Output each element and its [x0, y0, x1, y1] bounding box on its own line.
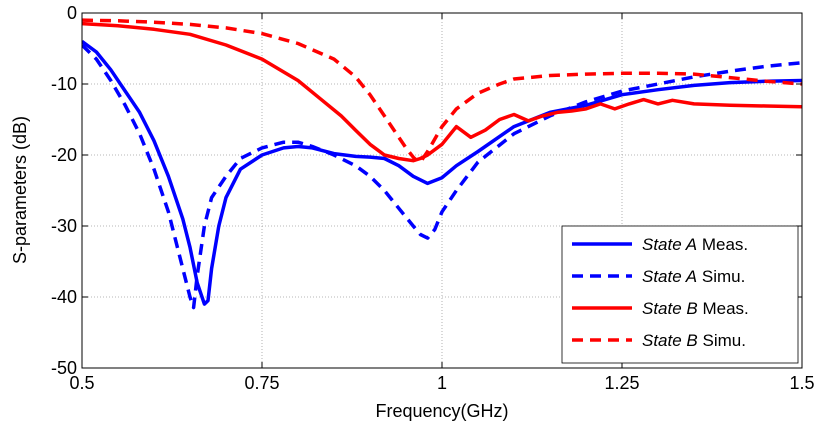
legend-label-4: State B Simu.	[642, 331, 746, 350]
y-axis-label: S-parameters (dB)	[10, 116, 30, 264]
legend-label-rest: Simu.	[698, 331, 746, 350]
legend: State A Meas.State A Simu.State B Meas.S…	[561, 225, 799, 364]
legend-label-italic: State A	[642, 267, 697, 286]
legend-label-rest: Meas.	[697, 235, 748, 254]
legend-label-italic: State A	[642, 235, 697, 254]
legend-box	[561, 225, 799, 364]
series-line-4	[82, 18, 802, 164]
y-tick-label: -30	[51, 216, 77, 236]
x-tick-label: 1.25	[604, 373, 639, 393]
grid-lines	[82, 13, 802, 368]
x-tick-label: 1.5	[789, 373, 814, 393]
x-tick-label: 1	[437, 373, 447, 393]
x-axis-label: Frequency(GHz)	[375, 401, 508, 421]
y-tick-label: 0	[67, 3, 77, 23]
y-tick-label: -20	[51, 145, 77, 165]
y-tick-label: -50	[51, 358, 77, 378]
y-tick-label: -40	[51, 287, 77, 307]
legend-label-3: State B Meas.	[642, 299, 749, 318]
legend-label-rest: Meas.	[698, 299, 749, 318]
legend-label-italic: State B	[642, 331, 698, 350]
series-lines	[82, 18, 802, 310]
legend-label-rest: Simu.	[697, 267, 745, 286]
x-tick-label: 0.75	[244, 373, 279, 393]
legend-label-1: State A Meas.	[642, 235, 748, 254]
legend-label-2: State A Simu.	[642, 267, 745, 286]
x-tick-label: 0.5	[69, 373, 94, 393]
legend-label-italic: State B	[642, 299, 698, 318]
series-line-3	[82, 21, 802, 163]
y-tick-label: -10	[51, 74, 77, 94]
